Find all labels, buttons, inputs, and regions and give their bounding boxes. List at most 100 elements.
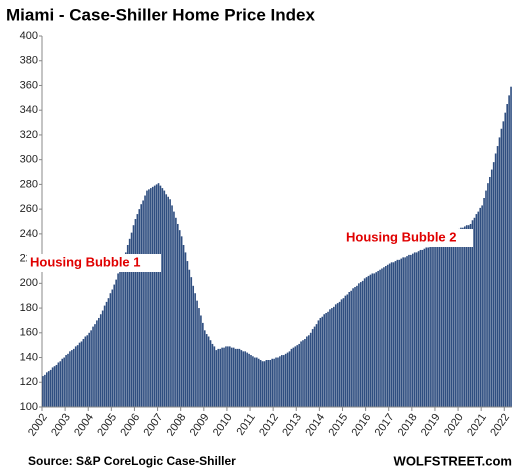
bar xyxy=(121,263,123,407)
bar xyxy=(157,183,160,407)
bar xyxy=(342,298,345,407)
bar xyxy=(107,298,110,407)
bar xyxy=(413,252,416,407)
bar xyxy=(358,283,360,407)
bar xyxy=(304,338,306,407)
bar xyxy=(171,205,173,407)
bar xyxy=(267,360,270,407)
bar xyxy=(282,355,285,407)
bar xyxy=(373,273,376,407)
bar xyxy=(165,194,168,407)
bar xyxy=(331,308,333,407)
bar xyxy=(150,188,152,407)
bar xyxy=(483,198,485,407)
annotation: Housing Bubble 2 xyxy=(346,229,457,244)
bar xyxy=(46,372,48,407)
bar xyxy=(367,275,370,407)
bar xyxy=(450,235,453,407)
bar xyxy=(184,252,187,407)
bar xyxy=(508,95,510,408)
bar xyxy=(123,258,125,407)
bar xyxy=(200,315,202,407)
bar xyxy=(142,200,144,407)
bar xyxy=(90,330,92,407)
bar xyxy=(325,313,327,407)
x-tick-label: 2020 xyxy=(442,412,466,439)
bar xyxy=(94,324,96,407)
bar xyxy=(410,254,412,407)
bar xyxy=(223,347,225,407)
bar xyxy=(427,247,430,407)
bar xyxy=(113,284,116,407)
bar xyxy=(252,356,254,407)
bar xyxy=(500,128,503,407)
bar xyxy=(444,240,447,407)
bar xyxy=(479,207,482,407)
bar xyxy=(232,347,235,407)
bar xyxy=(406,256,408,407)
bar xyxy=(246,352,248,407)
bar xyxy=(487,183,489,407)
y-tick-label: 240 xyxy=(20,228,38,240)
bar xyxy=(72,348,75,407)
bar xyxy=(42,376,44,407)
bar xyxy=(306,336,308,407)
bar xyxy=(57,362,60,407)
bar xyxy=(159,185,162,407)
y-tick-label: 380 xyxy=(20,55,38,67)
bar xyxy=(454,232,456,407)
bar xyxy=(103,305,106,407)
bar xyxy=(225,346,227,407)
y-tick-label: 360 xyxy=(20,79,38,91)
bar xyxy=(99,314,102,407)
bar xyxy=(82,338,85,407)
bar xyxy=(485,190,487,407)
bar xyxy=(411,253,414,407)
bar xyxy=(234,348,237,407)
bar xyxy=(130,232,133,407)
bar xyxy=(336,303,339,407)
bar xyxy=(288,351,291,407)
bar xyxy=(117,273,119,407)
bar xyxy=(452,233,455,407)
bar xyxy=(128,238,131,407)
bar xyxy=(198,308,200,407)
bar xyxy=(465,225,468,407)
bar xyxy=(404,257,406,407)
bar xyxy=(205,334,208,407)
bar xyxy=(242,351,245,407)
bar xyxy=(101,310,104,407)
bar xyxy=(203,330,206,407)
bar xyxy=(471,220,474,407)
x-tick-label: 2007 xyxy=(142,412,166,439)
bar xyxy=(124,252,127,407)
bar xyxy=(126,244,129,407)
bar xyxy=(400,258,403,407)
bar xyxy=(163,190,166,407)
bar xyxy=(313,326,316,407)
bar xyxy=(350,290,352,407)
source: Source: S&P CoreLogic Case-Shiller xyxy=(28,454,236,468)
bar xyxy=(302,340,304,407)
bar xyxy=(435,244,437,407)
bar xyxy=(151,186,154,407)
bar xyxy=(334,304,337,407)
bar xyxy=(69,351,71,407)
bar xyxy=(319,317,322,407)
x-tick-label: 2011 xyxy=(234,412,257,438)
x-tick-label: 2008 xyxy=(165,412,189,439)
bar xyxy=(510,86,512,407)
bar xyxy=(442,241,445,407)
bar xyxy=(80,341,83,407)
bar xyxy=(202,322,204,407)
bar xyxy=(105,301,108,407)
bar xyxy=(504,112,507,407)
bar xyxy=(361,280,364,407)
bar xyxy=(463,226,466,407)
bar xyxy=(498,137,501,407)
bar xyxy=(217,348,220,407)
bar xyxy=(188,269,191,407)
bar xyxy=(446,238,449,407)
x-tick-label: 2002 xyxy=(26,412,50,439)
